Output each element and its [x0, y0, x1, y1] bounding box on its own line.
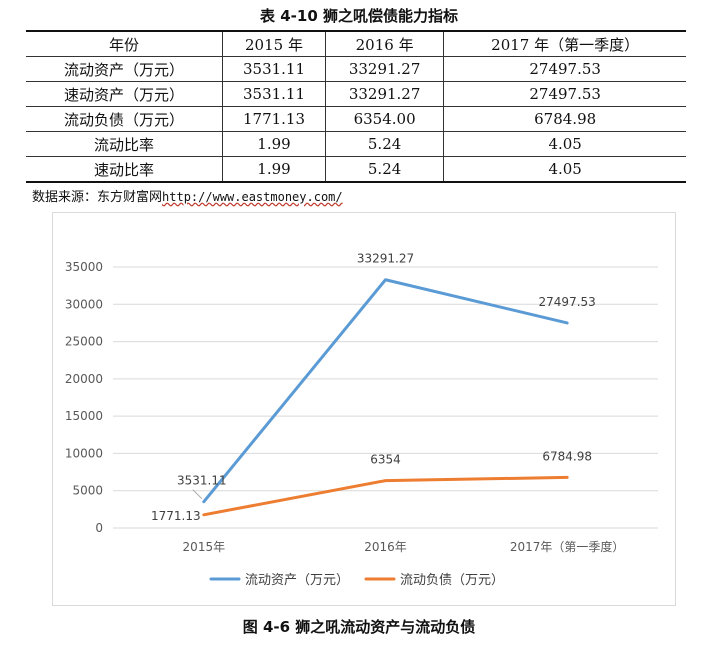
table-cell: 4.05 [443, 156, 686, 183]
source-url: http://www.eastmoney.com/ [162, 190, 343, 204]
table-title: 表 4-10 狮之吼偿债能力指标 [260, 7, 458, 25]
y-tick-label: 35000 [65, 260, 103, 274]
data-label: 27497.53 [539, 295, 596, 309]
table-cell: 5.24 [324, 156, 445, 183]
series-line [202, 475, 569, 517]
x-tick-label: 2016年 [364, 540, 407, 554]
table-cell: 1771.13 [222, 106, 326, 132]
data-label: 1771.13 [151, 509, 201, 523]
header-cell: 年份 [26, 30, 224, 57]
x-tick-label: 2017年（第一季度） [510, 539, 625, 554]
header-cell: 2017 年（第一季度） [443, 30, 686, 57]
header-cell: 2015 年 [222, 30, 326, 57]
y-tick-label: 0 [95, 521, 103, 535]
data-label-leader [192, 489, 203, 500]
x-tick-label: 2015年 [183, 540, 226, 554]
y-tick-label: 5000 [72, 484, 103, 498]
header-cell: 2016 年 [324, 30, 445, 57]
y-tick-label: 20000 [65, 372, 103, 386]
data-label: 33291.27 [357, 252, 414, 266]
y-tick-label: 30000 [65, 297, 103, 311]
table-row: 流动负债（万元） 1771.13 6354.00 6784.98 [26, 106, 686, 132]
table-cell: 33291.27 [324, 81, 445, 107]
chart-frame: 0 5000 10000 15000 20000 25000 30000 35000 2015年… [52, 212, 676, 606]
series-line [202, 278, 569, 504]
table-cell: 27497.53 [443, 56, 686, 82]
table-row: 流动比率 1.99 5.24 4.05 [26, 131, 686, 157]
table-cell: 4.05 [443, 131, 686, 157]
table-cell: 1.99 [222, 156, 326, 183]
legend-label: 流动资产（万元） [245, 573, 349, 588]
table-cell: 27497.53 [443, 81, 686, 107]
data-label: 6784.98 [542, 449, 592, 463]
figure-title: 图 4-6 狮之吼流动资产与流动负债 [242, 618, 476, 636]
legend-label: 流动负债（万元） [400, 573, 504, 588]
row-label: 流动负债（万元） [26, 106, 224, 132]
table-cell: 6354.00 [324, 106, 445, 132]
table-row: 流动资产（万元） 3531.11 33291.27 27497.53 [26, 56, 686, 82]
table-cell: 3531.11 [222, 56, 326, 82]
row-label: 流动资产（万元） [26, 56, 224, 82]
row-label: 流动比率 [26, 131, 224, 157]
data-source-note: 数据来源：东方财富网http://www.eastmoney.com/ [32, 186, 343, 205]
row-label: 速动比率 [26, 156, 224, 183]
table-cell: 1.99 [222, 131, 326, 157]
table-cell: 6784.98 [443, 106, 686, 132]
table-row: 速动资产（万元） 3531.11 33291.27 27497.53 [26, 81, 686, 107]
table-cell: 3531.11 [222, 81, 326, 107]
y-tick-label: 25000 [65, 335, 103, 349]
data-label: 3531.11 [177, 474, 227, 488]
table-cell: 5.24 [324, 131, 445, 157]
table-header-row: 年份 2015 年 2016 年 2017 年（第一季度） [26, 30, 686, 57]
table-cell: 33291.27 [324, 56, 445, 82]
y-tick-label: 15000 [65, 409, 103, 423]
solvency-table: 年份 2015 年 2016 年 2017 年（第一季度） 流动资产（万元） 3… [26, 30, 686, 183]
line-chart: 0 5000 10000 15000 20000 25000 30000 35000 2015年… [65, 252, 658, 588]
table-row: 速动比率 1.99 5.24 4.05 [26, 156, 686, 183]
y-tick-label: 10000 [65, 446, 103, 460]
data-label: 6354 [370, 453, 401, 467]
row-label: 速动资产（万元） [26, 81, 224, 107]
source-label: 数据来源：东方财富网 [32, 190, 163, 205]
